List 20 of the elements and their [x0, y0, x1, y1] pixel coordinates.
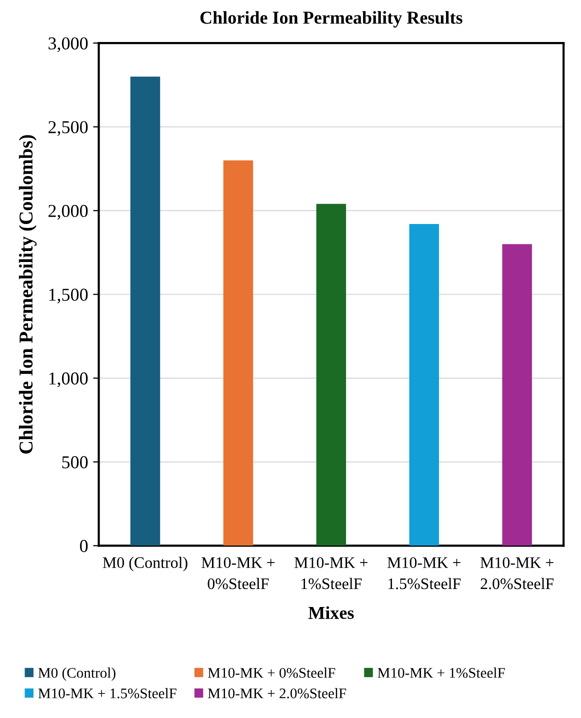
- x-tick-label: M0 (Control): [102, 556, 188, 572]
- y-tick-label: 3,000: [48, 37, 88, 52]
- x-tick-label: M10-MK + 2.0%SteelF: [480, 557, 554, 590]
- y-tick-label: 0: [80, 540, 88, 552]
- x-tick-label: M10-MK + 1.5%SteelF: [387, 557, 461, 590]
- legend-label: M10-MK + 2.0%SteelF: [208, 688, 346, 698]
- legend-label: M0 (Control): [38, 668, 116, 681]
- x-axis-title: Mixes: [308, 606, 354, 620]
- chart-title: Chloride Ion Permeability Results: [200, 11, 462, 28]
- legend-label: M10-MK + 1.5%SteelF: [38, 688, 176, 698]
- y-tick-label: 2,000: [48, 204, 88, 220]
- x-tick-label: M10-MK + 1%SteelF: [294, 557, 368, 590]
- legend-label: M10-MK + 1%SteelF: [378, 668, 505, 678]
- y-tick-label: 2,500: [48, 121, 88, 136]
- legend-label: M10-MK + 0%SteelF: [208, 668, 336, 678]
- y-tick-label: 1,000: [49, 372, 88, 388]
- x-tick-label: M10-MK + 0%SteelF: [202, 557, 275, 590]
- y-tick-label: 500: [62, 456, 88, 468]
- y-tick-label: 1,500: [49, 288, 88, 304]
- y-axis-title: Chloride Ion Permeability (Coulombs): [18, 135, 37, 454]
